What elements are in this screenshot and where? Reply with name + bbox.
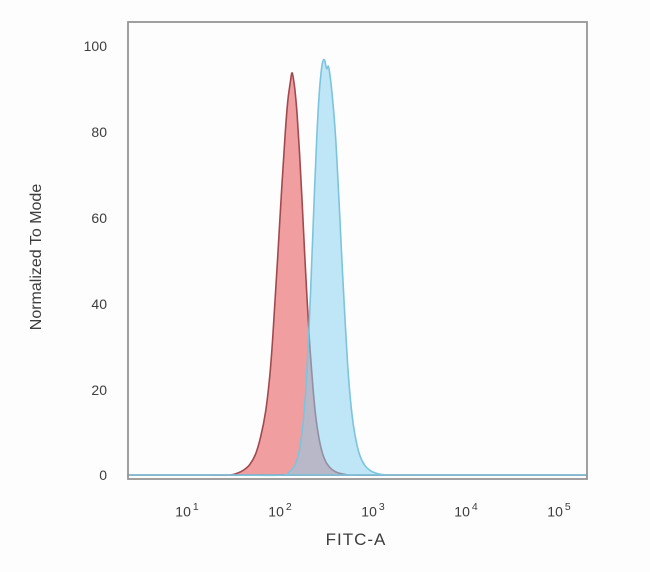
x-tick-10e2: 10 2 (268, 501, 292, 520)
plot-border (127, 21, 588, 480)
y-tick-20: 20 (91, 382, 107, 398)
x-tick-10e3: 10 3 (361, 501, 385, 520)
y-tick-100: 100 (83, 38, 107, 54)
x-axis-title: FITC-A (325, 530, 387, 549)
x-tick-10e4: 10 4 (454, 501, 478, 520)
x-tick-10e1: 10 1 (175, 501, 199, 520)
series-red-control-peak (127, 72, 588, 477)
series-blue-stained-peak (127, 58, 588, 477)
y-tick-80: 80 (91, 124, 107, 140)
y-tick-40: 40 (91, 296, 107, 312)
y-axis-title: Normalized To Mode (28, 183, 45, 331)
y-tick-60: 60 (91, 210, 107, 226)
y-tick-0: 0 (99, 467, 107, 483)
x-tick-10e5: 10 5 (547, 501, 571, 520)
series-group (127, 58, 588, 477)
